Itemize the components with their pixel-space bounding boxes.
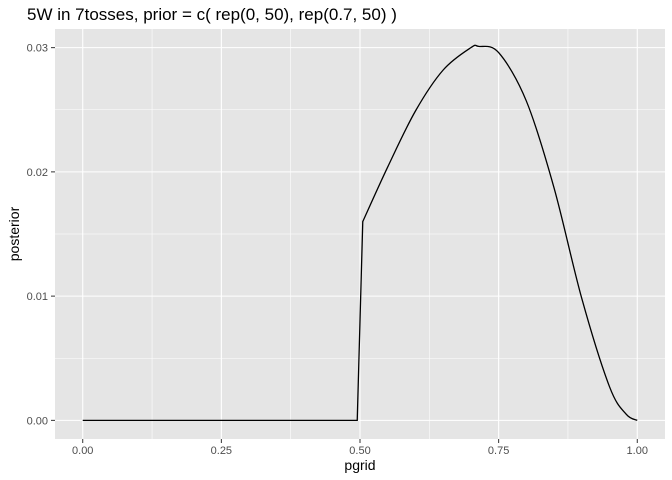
y-tick-label: 0.01: [27, 291, 48, 303]
y-tick-label: 0.03: [27, 43, 48, 55]
y-tick-label: 0.02: [27, 167, 48, 179]
x-tick-label: 0.00: [72, 445, 93, 457]
x-tick-label: 1.00: [627, 445, 648, 457]
y-axis-title: posterior: [6, 206, 22, 261]
x-axis-title: pgrid: [344, 457, 375, 473]
posterior-line: [82, 44, 638, 422]
x-axis: 0.00 0.25 0.50 0.75 1.00: [72, 439, 648, 457]
chart-title: 5W in 7tosses, prior = c( rep(0, 50), re…: [27, 5, 397, 24]
y-tick-label: 0.00: [27, 415, 48, 427]
x-tick-label: 0.50: [349, 445, 370, 457]
y-axis: 0.00 0.01 0.02 0.03: [27, 43, 55, 427]
x-tick-label: 0.75: [488, 445, 509, 457]
major-gridlines: [55, 29, 665, 439]
x-tick-label: 0.25: [211, 445, 232, 457]
series-layer: [82, 44, 638, 422]
